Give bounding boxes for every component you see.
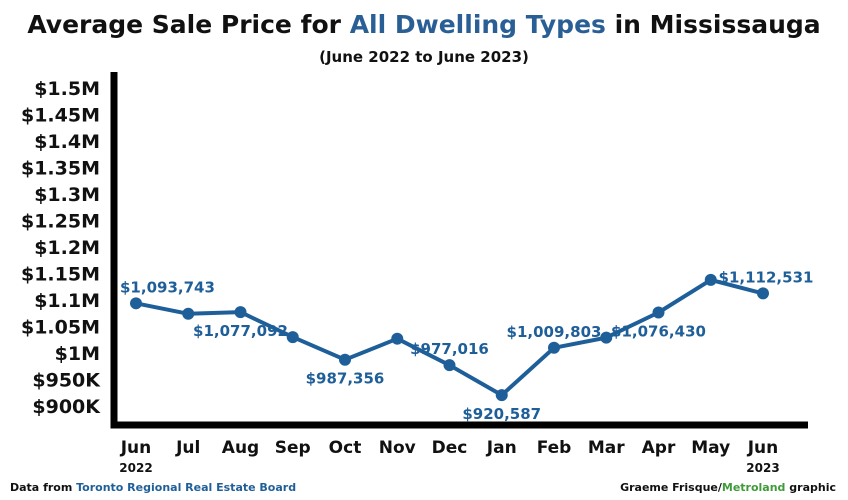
y-tick-label: $1M — [55, 343, 100, 365]
x-tick-label: Jun — [747, 438, 779, 458]
y-tick-label: $1.5M — [34, 78, 100, 100]
title-prefix: Average Sale Price for — [27, 10, 350, 39]
data-label: $987,356 — [306, 370, 385, 388]
x-tick-label: Apr — [642, 438, 676, 458]
title-suffix: in Mississauga — [605, 10, 821, 39]
chart-subtitle: (June 2022 to June 2023) — [319, 48, 529, 66]
y-tick-label: $1.2M — [34, 237, 100, 259]
chart-title: Average Sale Price for All Dwelling Type… — [0, 10, 848, 39]
data-point — [443, 359, 456, 372]
x-tick-label: Aug — [222, 438, 259, 458]
x-tick-label: May — [691, 438, 730, 458]
x-tick-label: Jan — [486, 438, 517, 458]
data-label: $977,016 — [410, 340, 489, 358]
y-tick-label: $1.3M — [34, 184, 100, 206]
y-tick-label: $1.15M — [21, 264, 100, 286]
y-tick-label: $1.1M — [34, 290, 100, 312]
data-point — [495, 389, 508, 402]
credit-name: Graeme Frisque/ — [620, 481, 722, 494]
x-tick-label: Jul — [175, 438, 200, 458]
data-point — [234, 306, 247, 319]
credit-org: Metroland — [721, 481, 786, 494]
x-tick-label: Oct — [329, 438, 362, 458]
data-point — [600, 331, 613, 344]
data-point — [130, 297, 142, 310]
credit-suffix: graphic — [785, 481, 836, 494]
y-tick-label: $950K — [32, 370, 101, 392]
y-tick-label: $900K — [32, 396, 101, 418]
source-name: Toronto Regional Real Estate Board — [76, 481, 297, 494]
y-tick-label: $1.45M — [21, 105, 100, 127]
graphic-credit: Graeme Frisque/Metroland graphic — [620, 481, 836, 494]
y-tick-label: $1.35M — [21, 158, 100, 180]
x-tick-label: Dec — [432, 438, 468, 458]
data-point — [757, 287, 769, 300]
x-tick-label: Mar — [588, 438, 625, 458]
data-label: $1,076,430 — [611, 322, 706, 340]
data-point — [339, 353, 351, 366]
x-year-label: 2023 — [746, 461, 779, 475]
data-label: $1,093,743 — [120, 278, 215, 296]
x-tick-label: Jun — [120, 438, 152, 458]
source-prefix: Data from — [10, 481, 77, 494]
data-point — [548, 341, 560, 354]
data-point — [182, 307, 195, 320]
data-label: $1,009,803 — [507, 323, 602, 341]
data-point — [286, 331, 299, 344]
y-tick-label: $1.25M — [21, 211, 100, 233]
y-tick-label: $1.4M — [34, 131, 100, 153]
title-highlight: All Dwelling Types — [349, 10, 606, 39]
x-tick-label: Nov — [379, 438, 416, 458]
data-label: $920,587 — [462, 405, 541, 423]
data-point — [652, 306, 665, 319]
source-credit: Data from Toronto Regional Real Estate B… — [10, 481, 296, 494]
data-label: $1,112,531 — [719, 268, 814, 286]
data-point — [704, 273, 717, 286]
x-tick-label: Feb — [537, 438, 572, 458]
y-tick-label: $1.05M — [21, 317, 100, 339]
data-label: $1,077,092 — [193, 322, 288, 340]
x-year-label: 2022 — [119, 461, 152, 475]
x-tick-label: Sep — [275, 438, 311, 458]
data-point — [391, 332, 404, 345]
